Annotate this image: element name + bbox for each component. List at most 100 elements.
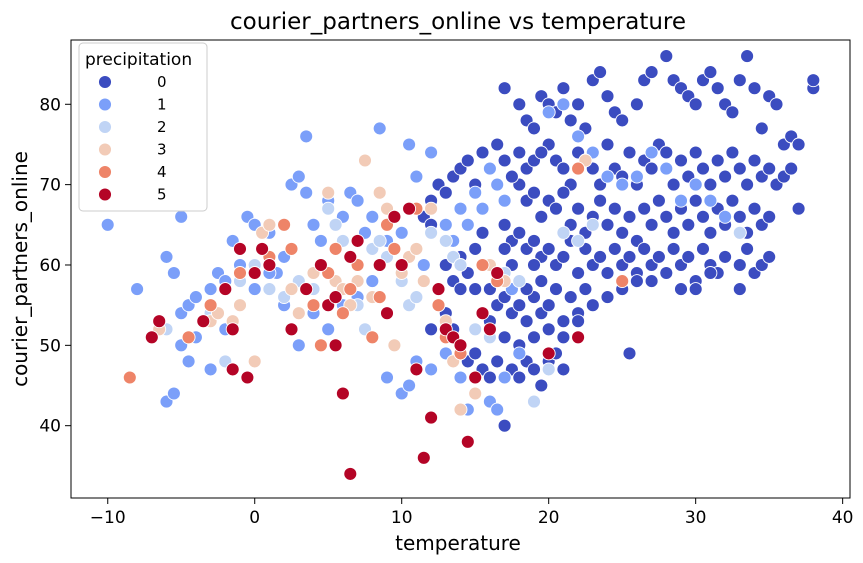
data-point (468, 185, 483, 200)
x-tick-label: 20 (538, 508, 560, 528)
legend-marker (98, 165, 112, 179)
data-point (732, 225, 747, 240)
data-point (644, 145, 659, 160)
data-point (556, 185, 571, 200)
y-axis-label: courier_partners_online (8, 151, 32, 387)
data-point (534, 209, 549, 224)
data-point (402, 201, 417, 216)
data-point (416, 258, 431, 272)
data-point (284, 322, 299, 337)
data-point (688, 97, 703, 112)
data-point (527, 258, 541, 272)
data-point (328, 338, 343, 353)
data-point (424, 362, 439, 377)
data-point (218, 282, 233, 297)
data-point (762, 209, 777, 224)
data-point (365, 209, 380, 224)
data-point (593, 193, 608, 208)
data-point (402, 378, 417, 393)
data-point (718, 249, 733, 264)
y-tick-label: 40 (39, 417, 61, 437)
data-point (152, 314, 167, 329)
data-point (343, 282, 358, 297)
data-point (203, 282, 218, 297)
data-point (438, 217, 453, 232)
data-point (637, 241, 652, 256)
data-point (688, 193, 703, 208)
data-point (424, 145, 439, 160)
data-point (541, 241, 556, 256)
data-point (512, 346, 527, 361)
data-point (416, 274, 431, 289)
data-point (203, 362, 218, 377)
legend-label: 1 (157, 96, 167, 114)
data-point (188, 290, 203, 305)
data-point (674, 153, 688, 168)
data-point (571, 233, 586, 248)
data-point (166, 266, 181, 280)
data-point (600, 266, 615, 280)
data-point (791, 201, 806, 216)
data-point (556, 249, 571, 264)
data-point (262, 217, 277, 232)
data-point (541, 362, 556, 377)
data-point (571, 129, 586, 144)
data-point (600, 137, 615, 152)
data-point (732, 73, 747, 88)
data-point (181, 330, 196, 345)
data-point (497, 370, 512, 385)
data-point (460, 217, 475, 232)
plot-frame (70, 39, 851, 499)
data-point (181, 354, 196, 369)
data-point (453, 338, 468, 353)
data-point (710, 153, 725, 168)
legend-label: 2 (157, 118, 167, 136)
data-point (247, 282, 262, 297)
data-point (490, 354, 505, 369)
data-point (291, 169, 306, 184)
data-point (747, 201, 762, 216)
data-point (571, 330, 586, 345)
data-point (718, 169, 733, 184)
data-point (409, 290, 424, 305)
data-point (710, 81, 725, 96)
data-point (402, 137, 417, 152)
data-point (615, 225, 630, 240)
data-point (438, 185, 453, 200)
data-point (703, 177, 718, 192)
data-point (394, 258, 409, 272)
data-point (791, 137, 806, 152)
data-point (527, 185, 541, 200)
data-point (732, 209, 747, 224)
data-point (409, 169, 424, 184)
data-point (225, 322, 240, 337)
data-point (453, 201, 468, 216)
data-point (527, 394, 541, 409)
data-point (497, 241, 512, 256)
data-point (541, 322, 556, 337)
data-point (468, 346, 483, 361)
data-point (453, 370, 468, 385)
data-point (497, 81, 512, 96)
data-point (556, 81, 571, 96)
legend-marker (98, 142, 112, 157)
data-point (644, 274, 659, 289)
data-point (468, 386, 483, 401)
data-point (225, 362, 240, 377)
data-point (122, 370, 137, 385)
data-point (380, 306, 394, 321)
data-point (600, 290, 615, 305)
ticks-layer: −10 0 10 20 30 40 40 50 60 70 80 (39, 95, 853, 528)
data-point (806, 73, 821, 88)
data-point (754, 121, 769, 136)
data-point (431, 298, 446, 313)
data-point (350, 233, 365, 248)
data-point (313, 233, 328, 248)
data-point (475, 258, 490, 272)
data-point (512, 274, 527, 289)
data-point (424, 225, 439, 240)
data-point (607, 201, 622, 216)
data-point (622, 209, 637, 224)
data-point (350, 193, 365, 208)
data-point (262, 258, 277, 272)
